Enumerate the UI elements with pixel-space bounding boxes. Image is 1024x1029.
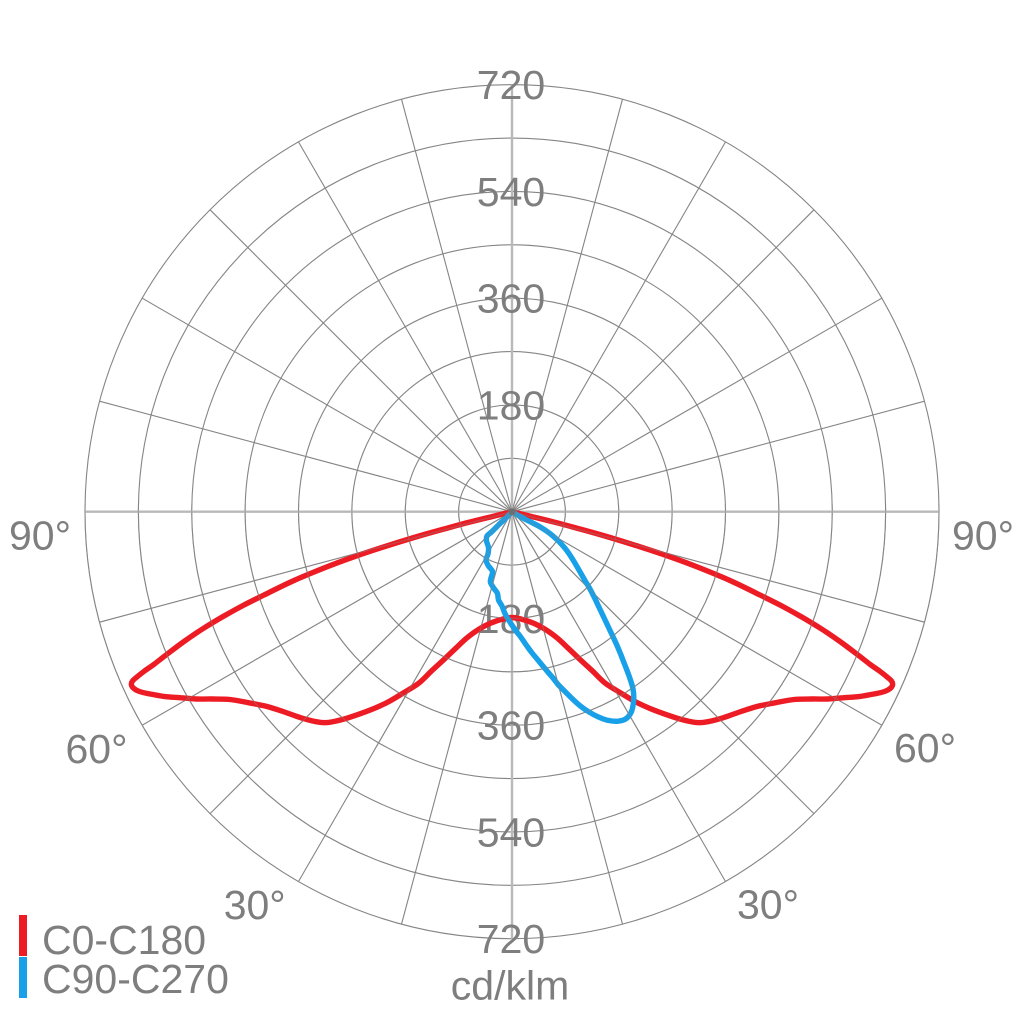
svg-text:180: 180 xyxy=(477,382,545,428)
svg-text:540: 540 xyxy=(477,169,545,215)
svg-text:60°: 60° xyxy=(894,725,956,771)
svg-text:360: 360 xyxy=(477,703,545,749)
svg-text:60°: 60° xyxy=(65,726,127,772)
svg-text:360: 360 xyxy=(477,276,545,322)
svg-text:540: 540 xyxy=(477,810,545,856)
svg-text:cd/klm: cd/klm xyxy=(451,963,569,1009)
svg-text:90°: 90° xyxy=(9,513,71,559)
svg-text:30°: 30° xyxy=(224,882,286,928)
svg-text:C90-C270: C90-C270 xyxy=(42,956,229,1002)
svg-text:720: 720 xyxy=(477,62,545,108)
svg-text:30°: 30° xyxy=(737,882,799,928)
svg-text:720: 720 xyxy=(477,916,545,962)
svg-text:90°: 90° xyxy=(952,513,1014,559)
svg-text:C0-C180: C0-C180 xyxy=(42,917,206,963)
